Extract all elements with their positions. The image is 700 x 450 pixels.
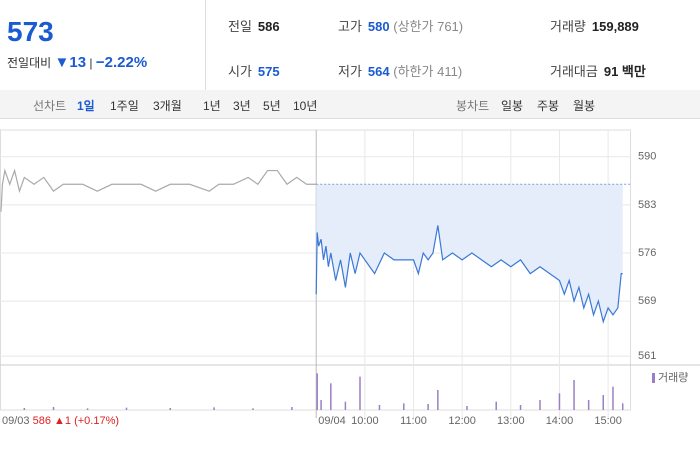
range-button[interactable]: 1일	[77, 99, 95, 113]
price-box: 573 전일대비 ▼13 | −2.22%	[0, 0, 206, 90]
price-line	[315, 225, 623, 324]
quote-cell: 전일 586	[228, 16, 280, 35]
candle-button[interactable]: 일봉	[501, 99, 524, 113]
quote-cell: 고가 580 (상한가 761)	[338, 16, 463, 35]
change-label: 전일대비	[7, 56, 52, 70]
price: 573	[7, 16, 54, 47]
volume-bar	[378, 405, 381, 410]
x-tick-label: 10:00	[351, 415, 379, 427]
cell-value: 91 백만	[603, 64, 646, 79]
legend-part: ▲1	[54, 415, 71, 427]
toolbar-label: 선차트	[33, 99, 67, 113]
volume-bar	[466, 406, 468, 410]
quote-cell: 시가 575	[228, 61, 280, 80]
volume-bar	[587, 400, 590, 410]
range-button[interactable]: 1년	[203, 99, 221, 113]
y-tick-label: 569	[638, 295, 656, 307]
y-tick-label: 590	[638, 151, 656, 163]
volume-bar	[320, 400, 322, 410]
cell-label: 거래량	[550, 19, 586, 34]
volume-bar	[169, 408, 172, 410]
volume-bar	[125, 407, 128, 410]
quote-cell: 거래량 159,889	[550, 16, 639, 35]
cell-value: 564	[367, 64, 390, 79]
prev-day-legend: 09/03 586 ▲1 (+0.17%)	[2, 415, 119, 427]
cell-sub: (하한가 411)	[389, 64, 463, 79]
x-tick-label: 11:00	[400, 415, 427, 427]
cell-value: 159,889	[591, 19, 639, 34]
sub-label: 상한가	[397, 19, 434, 34]
cell-label: 거래대금	[550, 64, 598, 79]
volume-bar	[437, 390, 439, 410]
volume-bar	[602, 395, 604, 410]
volume-bar	[558, 393, 561, 410]
cell-label: 고가	[338, 19, 362, 34]
y-tick-label: 561	[638, 350, 656, 362]
range-button[interactable]: 5년	[263, 99, 281, 113]
quote-cell: 저가 564 (하한가 411)	[338, 61, 462, 80]
volume-bar	[573, 380, 575, 410]
y-tick-label: 583	[638, 199, 656, 211]
area-fill	[316, 184, 630, 322]
range-button[interactable]: 10년	[293, 99, 318, 113]
sub-label: 하한가	[397, 64, 434, 79]
candle-button[interactable]: 주봉	[537, 99, 560, 113]
change: 전일대비 ▼13 | −2.22%	[7, 54, 148, 71]
x-tick-label: 14:00	[546, 415, 574, 427]
sub-value: 411	[437, 64, 458, 79]
toolbar-label: 봉차트	[456, 99, 490, 113]
volume-bar	[213, 407, 215, 410]
legend-part: 09/03	[2, 415, 30, 427]
cell-label: 저가	[338, 64, 362, 79]
change-pct: −2.22%	[95, 54, 148, 71]
cell-value: 586	[257, 19, 280, 34]
volume-bar	[252, 408, 254, 410]
x-tick-label: 13:00	[497, 415, 525, 427]
range-button[interactable]: 3년	[233, 99, 251, 113]
volume-bar	[86, 408, 89, 410]
quote-header: 573 전일대비 ▼13 | −2.22% 전일 586 고가 580 (상한가 76…	[0, 0, 700, 91]
volume-bar	[403, 403, 405, 410]
price-line	[0, 168, 317, 212]
volume-bar	[291, 407, 293, 410]
candle-button[interactable]: 월봉	[573, 99, 596, 113]
sub-value: 761	[437, 19, 459, 34]
volume-bar	[621, 403, 624, 410]
cell-value: 575	[257, 64, 280, 79]
change-value: 13	[69, 54, 87, 71]
volume-bar	[495, 401, 497, 410]
x-tick-label: 12:00	[448, 415, 476, 427]
cell-value: 580	[367, 19, 390, 34]
legend-part: 586	[33, 415, 51, 427]
cell-label: 시가	[228, 64, 252, 79]
volume-bar	[23, 408, 26, 410]
plot-border	[0, 129, 631, 411]
x-tick-label: 09/04	[318, 415, 346, 427]
chart: 590 583 576 569 561 09/04 10:00 11:00 12:00 13:00…	[0, 129, 700, 427]
range-button[interactable]: 1주일	[110, 99, 139, 113]
volume-bar	[612, 386, 614, 410]
volume-bar	[52, 407, 55, 410]
volume-bar	[359, 376, 361, 410]
x-tick-label: 15:00	[594, 415, 622, 427]
cell-sub: (상한가 761)	[389, 19, 464, 34]
volume-bar	[539, 400, 541, 410]
range-button[interactable]: 3개월	[153, 99, 182, 113]
volume-legend: 거래량	[658, 371, 688, 384]
y-tick-label: 576	[638, 247, 656, 259]
legend-part: (+0.17%)	[74, 415, 119, 427]
volume-bar	[344, 401, 347, 410]
volume-bar	[316, 373, 318, 410]
volume-bar	[427, 404, 429, 410]
cell-label: 전일	[228, 19, 252, 34]
toolbar: 선차트 1일 1주일 3개월 1년 3년 5년 10년 봉차트 일봉 주봉 월봉	[0, 90, 700, 119]
volume-bar	[330, 383, 332, 410]
volume-bar	[519, 405, 522, 410]
quote-cell: 거래대금 91 백만	[550, 61, 646, 80]
volume-legend-swatch	[652, 373, 655, 383]
